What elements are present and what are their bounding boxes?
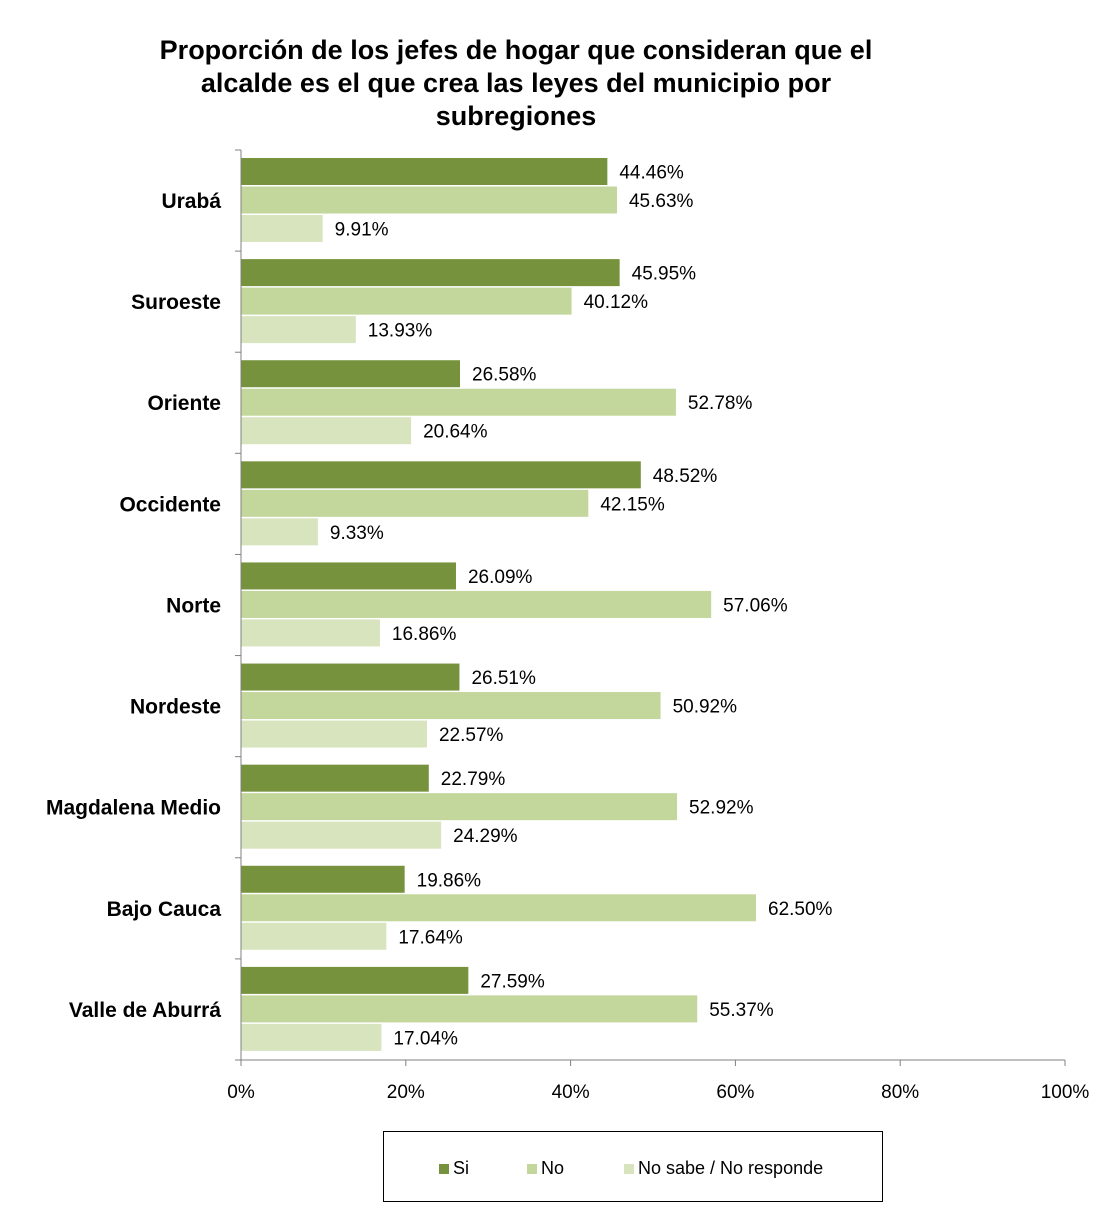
data-label: 13.93% (368, 321, 433, 342)
bar (241, 186, 617, 214)
chart-title-line-3: subregiones (435, 101, 597, 131)
bar (241, 1023, 382, 1051)
bar (241, 158, 608, 185)
category-label: Norte (166, 594, 221, 617)
legend-swatch-si (439, 1163, 449, 1174)
bar (241, 287, 572, 315)
data-label: 52.78% (688, 393, 753, 414)
bar (241, 720, 427, 748)
legend-swatch-no (527, 1163, 537, 1174)
legend-label-si: Si (453, 1158, 470, 1178)
data-label: 16.86% (392, 624, 457, 645)
bar (241, 692, 661, 720)
data-label: 44.46% (619, 163, 684, 184)
bar (241, 562, 456, 590)
data-label: 19.86% (417, 870, 482, 891)
x-tick-label: 40% (552, 1082, 590, 1103)
bar (241, 764, 429, 792)
chart-title-line-2: alcalde es el que crea las leyes del mun… (200, 68, 832, 98)
category-label: Nordeste (130, 696, 221, 719)
bar (241, 360, 461, 388)
legend-label-no: No (541, 1158, 565, 1178)
legend-swatch-no-sabe (624, 1163, 634, 1174)
bar (241, 590, 712, 618)
data-label: 27.59% (480, 971, 545, 992)
category-label: Oriente (147, 392, 221, 415)
chart-title: Proporción de los jefes de hogar que con… (96, 34, 936, 133)
data-label: 22.79% (441, 769, 506, 790)
data-label: 20.64% (423, 422, 488, 443)
x-tick-label: 80% (881, 1082, 919, 1103)
bar (241, 461, 641, 489)
legend-item-no: No (527, 1158, 564, 1179)
data-label: 17.04% (393, 1028, 458, 1049)
data-label: 50.92% (673, 697, 738, 718)
data-label: 62.50% (768, 899, 833, 920)
data-label: 26.58% (472, 365, 537, 386)
data-label: 57.06% (723, 595, 788, 616)
bar (241, 489, 589, 517)
bar (241, 388, 676, 416)
category-label: Urabá (161, 190, 221, 213)
data-label: 17.64% (398, 927, 463, 948)
bar (241, 995, 698, 1023)
data-label: 24.29% (453, 826, 518, 847)
category-label: Magdalena Medio (46, 797, 221, 820)
data-label: 22.57% (439, 725, 504, 746)
data-label: 9.33% (330, 523, 384, 544)
bar (241, 793, 678, 821)
bar (241, 922, 387, 950)
bar (241, 518, 318, 546)
data-label: 9.91% (335, 220, 389, 241)
bar (241, 619, 380, 647)
bar (241, 865, 405, 893)
legend-item-no-sabe: No sabe / No responde (624, 1158, 823, 1179)
category-label: Valle de Aburrá (69, 999, 221, 1022)
legend-item-si: Si (439, 1158, 469, 1179)
legend-label-no-sabe: No sabe / No responde (638, 1158, 824, 1178)
bar (241, 259, 620, 287)
x-tick-label: 20% (387, 1082, 425, 1103)
bar (241, 215, 323, 242)
data-label: 26.09% (468, 567, 533, 588)
data-label: 48.52% (653, 466, 718, 487)
data-label: 52.92% (689, 798, 754, 819)
data-label: 26.51% (471, 668, 536, 689)
data-label: 55.37% (709, 1000, 774, 1021)
bar (241, 417, 412, 445)
category-label: Occidente (119, 493, 221, 516)
bar (241, 966, 469, 994)
data-label: 45.95% (632, 264, 697, 285)
x-tick-label: 100% (1041, 1082, 1090, 1103)
category-label: Bajo Cauca (107, 898, 222, 921)
bar (241, 894, 756, 922)
category-label: Suroeste (131, 291, 221, 314)
chart-title-line-1: Proporción de los jefes de hogar que con… (159, 35, 873, 65)
x-tick-label: 60% (716, 1082, 754, 1103)
x-tick-label: 0% (227, 1082, 255, 1103)
data-label: 45.63% (629, 191, 694, 212)
legend: Si No No sabe / No responde (383, 1131, 883, 1202)
data-label: 42.15% (600, 494, 665, 515)
bar (241, 316, 356, 344)
bar (241, 663, 460, 691)
bar (241, 821, 442, 849)
data-label: 40.12% (584, 292, 649, 313)
